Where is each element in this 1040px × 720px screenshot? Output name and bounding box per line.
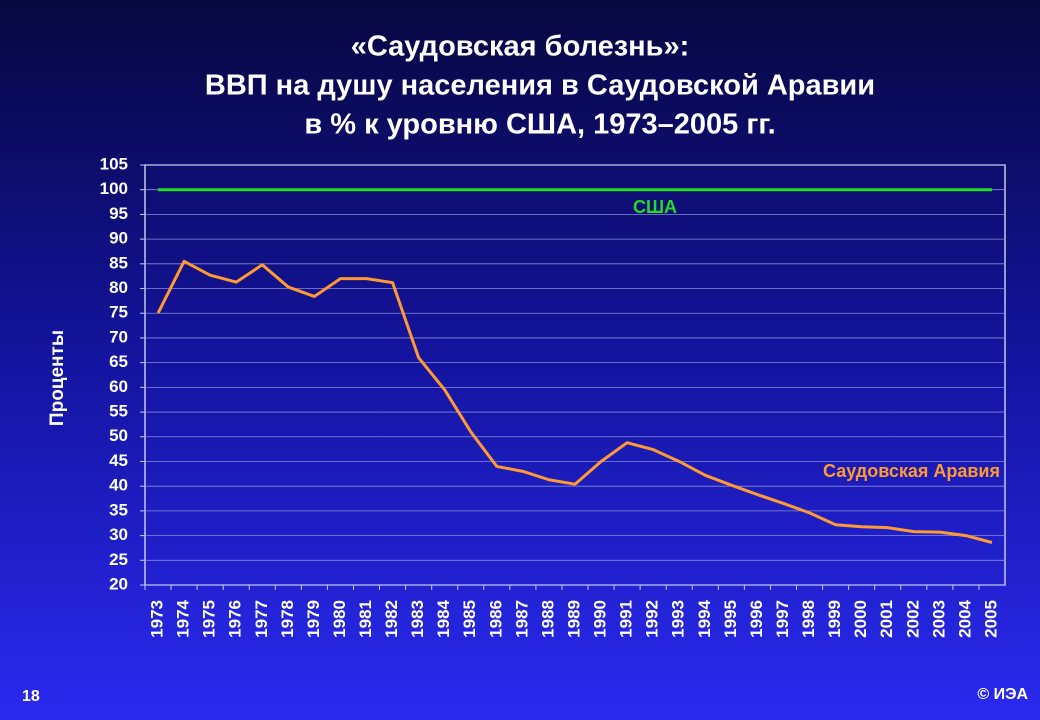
y-tick-label: 45 xyxy=(109,451,128,470)
x-tick-label: 1996 xyxy=(747,600,766,638)
y-tick-label: 80 xyxy=(109,278,128,297)
page-number: 18 xyxy=(22,688,40,705)
series-line xyxy=(156,259,993,544)
x-tick-label: 1991 xyxy=(617,600,636,638)
y-axis-label: Проценты xyxy=(47,330,68,426)
y-tick-label: 95 xyxy=(109,204,128,223)
x-tick-label: 1999 xyxy=(825,600,844,638)
y-tick-label: 50 xyxy=(109,426,128,445)
y-tick-label: 75 xyxy=(109,303,128,322)
x-tick-label: 1992 xyxy=(643,600,662,638)
series-label: США xyxy=(633,197,677,217)
y-tick-label: 35 xyxy=(109,500,128,519)
y-tick-label: 20 xyxy=(109,574,128,593)
x-tick-label: 1980 xyxy=(330,600,349,638)
y-tick-label: 55 xyxy=(109,402,128,421)
y-tick-label: 70 xyxy=(109,327,128,346)
x-tick-label: 1973 xyxy=(148,600,167,638)
x-tick-label: 1977 xyxy=(252,600,271,638)
series-label: Саудовская Аравия xyxy=(823,461,1000,481)
x-tick-label: 2001 xyxy=(877,600,896,638)
x-tick-label: 1998 xyxy=(799,600,818,638)
x-tick-label: 1993 xyxy=(669,600,688,638)
title-line: в % к уровню США, 1973–2005 гг. xyxy=(304,109,775,141)
y-tick-label: 25 xyxy=(109,550,128,569)
y-tick-label: 60 xyxy=(109,377,128,396)
x-tick-label: 1990 xyxy=(591,600,610,638)
y-tick-label: 40 xyxy=(109,476,128,495)
x-tick-label: 1976 xyxy=(226,600,245,638)
x-tick-label: 1984 xyxy=(434,599,453,637)
x-tick-label: 1995 xyxy=(721,600,740,638)
x-tick-label: 1997 xyxy=(773,600,792,638)
x-tick-label: 1978 xyxy=(278,600,297,638)
y-tick-label: 65 xyxy=(109,352,128,371)
x-tick-label: 1988 xyxy=(538,600,557,638)
x-tick-label: 1982 xyxy=(382,600,401,638)
y-tick-label: 85 xyxy=(109,253,128,272)
x-tick-label: 2002 xyxy=(903,600,922,638)
y-tick-label: 100 xyxy=(100,179,128,198)
x-tick-label: 2004 xyxy=(955,599,974,637)
title-line: «Саудовская болезнь»: xyxy=(351,31,690,63)
x-tick-label: 1989 xyxy=(564,600,583,638)
title-line: ВВП на душу населения в Саудовской Арави… xyxy=(205,70,875,102)
x-tick-label: 2000 xyxy=(851,600,870,638)
x-tick-label: 2003 xyxy=(929,600,948,638)
y-tick-label: 105 xyxy=(100,154,128,173)
x-tick-label: 1994 xyxy=(695,599,714,637)
x-tick-label: 1979 xyxy=(304,600,323,638)
y-tick-label: 90 xyxy=(109,229,128,248)
x-tick-label: 1985 xyxy=(460,600,479,638)
x-tick-label: 1981 xyxy=(356,600,375,638)
credit: © ИЭА xyxy=(977,686,1028,703)
x-tick-label: 1983 xyxy=(408,600,427,638)
x-tick-label: 1975 xyxy=(200,600,219,638)
x-tick-label: 2005 xyxy=(981,600,1000,638)
y-tick-label: 30 xyxy=(109,525,128,544)
x-tick-label: 1986 xyxy=(486,600,505,638)
x-tick-label: 1987 xyxy=(512,600,531,638)
x-tick-label: 1974 xyxy=(174,599,193,637)
